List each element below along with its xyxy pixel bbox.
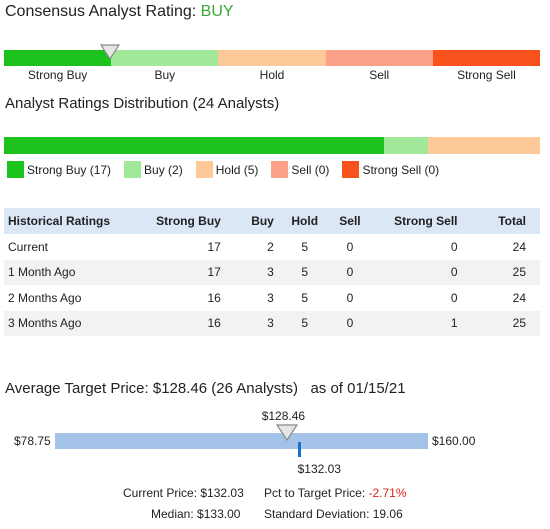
- distribution-legend: Strong Buy (17) Buy (2) Hold (5) Sell (0…: [7, 161, 452, 178]
- legend-label-buy: Buy (2): [144, 162, 183, 177]
- median-value: $133.00: [197, 507, 241, 521]
- table-row: 2 Months Ago 16 3 5 0 0 24: [4, 285, 540, 311]
- table-row: 1 Month Ago 17 3 5 0 0 25: [4, 259, 540, 285]
- legend-item-strong-buy: Strong Buy (17): [7, 161, 111, 178]
- distribution-title: Analyst Ratings Distribution (24 Analyst…: [5, 95, 280, 112]
- table-cell: 5: [301, 239, 309, 254]
- scale-label-hold: Hold: [259, 68, 285, 82]
- current-price-label: Current Price:: [123, 486, 198, 500]
- table-cell: 2 Months Ago: [8, 290, 82, 305]
- table-cell: 1 Month Ago: [4, 259, 138, 285]
- std-dev-label: Standard Deviation:: [264, 507, 370, 521]
- table-cell: 5: [281, 310, 328, 336]
- table-cell: Current: [8, 239, 49, 254]
- scale-label-buy: Buy: [154, 68, 176, 82]
- legend-item-buy: Buy (2): [124, 161, 183, 178]
- table-cell: 0: [450, 239, 458, 254]
- legend-item-strong-sell: Strong Sell (0): [342, 161, 439, 178]
- pct-to-target-stat: Pct to Target Price: -2.71%: [264, 486, 407, 500]
- table-cell: 17: [137, 259, 233, 285]
- table-row: Current 17 2 5 0 0 24: [4, 234, 540, 260]
- distribution-segment-buy: [383, 137, 429, 154]
- legend-item-hold: Hold (5): [195, 161, 259, 178]
- scale-segment-sell: [325, 50, 433, 66]
- legend-item-sell: Sell (0): [271, 161, 329, 178]
- table-cell: 5: [281, 259, 328, 285]
- table-cell: 5: [301, 290, 309, 305]
- target-current-label: $132.03: [297, 462, 341, 476]
- table-header-row: Historical Ratings Strong Buy Buy Hold S…: [4, 208, 540, 234]
- legend-label-strong-sell: Strong Sell (0): [362, 162, 440, 177]
- distribution-segment-strong-buy: [4, 137, 384, 154]
- column-header: Buy: [232, 208, 282, 234]
- scale-label-strong-buy: Strong Buy: [27, 68, 88, 82]
- median-label: Median:: [151, 507, 194, 521]
- table-row: 3 Months Ago 16 3 5 0 1 25: [4, 310, 540, 336]
- legend-swatch-strong-buy: [7, 161, 24, 178]
- consensus-scale-labels: Strong Buy Buy Hold Sell Strong Sell: [4, 68, 540, 82]
- std-dev-stat: Standard Deviation: 19.06: [264, 507, 403, 521]
- table-cell: 0: [346, 239, 354, 254]
- target-average-marker-icon: [276, 424, 298, 441]
- table-cell: 1: [372, 310, 468, 336]
- current-price-value: $132.03: [200, 486, 244, 500]
- scale-segment-strong-buy: [4, 50, 112, 66]
- target-range-bar: [55, 433, 428, 449]
- table-cell: 0: [346, 290, 354, 305]
- table-cell: 3: [232, 259, 282, 285]
- table-cell: 24: [512, 239, 526, 254]
- current-price-tick: [298, 442, 302, 457]
- table-cell: 0: [327, 259, 373, 285]
- scale-label-sell: Sell: [369, 68, 390, 82]
- table-cell: 24: [512, 290, 526, 305]
- table-cell: 16: [137, 310, 233, 336]
- pct-to-target-value: -2.71%: [368, 486, 407, 500]
- table-cell: 25: [467, 310, 540, 336]
- table-cell: 2: [267, 239, 274, 254]
- legend-swatch-strong-sell: [342, 161, 360, 178]
- table-cell: 3: [267, 290, 274, 305]
- table-cell: 3: [232, 310, 282, 336]
- consensus-title: Consensus Analyst Rating: BUY: [5, 3, 234, 21]
- table-cell: 0: [372, 259, 468, 285]
- consensus-label: Consensus Analyst Rating:: [5, 3, 197, 20]
- consensus-marker-icon: [100, 44, 120, 60]
- scale-segment-buy: [111, 50, 219, 66]
- std-dev-value: 19.06: [372, 507, 403, 521]
- legend-swatch-buy: [124, 161, 142, 178]
- scale-label-strong-sell: Strong Sell: [457, 68, 516, 82]
- consensus-scale-bar: [4, 50, 541, 66]
- target-price-title: Average Target Price: $128.46 (26 Analys…: [5, 380, 406, 397]
- distribution-bar: [4, 137, 540, 154]
- legend-label-strong-buy: Strong Buy (17): [27, 162, 112, 177]
- table-cell: 3 Months Ago: [4, 310, 138, 336]
- table-cell: 25: [467, 259, 540, 285]
- scale-segment-strong-sell: [432, 50, 541, 66]
- distribution-segment-hold: [428, 137, 540, 154]
- column-header: Hold: [281, 208, 328, 234]
- legend-label-hold: Hold (5): [215, 162, 259, 177]
- scale-segment-hold: [218, 50, 326, 66]
- target-high-label: $160.00: [432, 434, 476, 448]
- column-header: Historical Ratings: [4, 208, 138, 234]
- historical-ratings-table: Historical Ratings Strong Buy Buy Hold S…: [4, 208, 540, 336]
- table-cell: 0: [450, 290, 458, 305]
- legend-label-sell: Sell (0): [291, 162, 330, 177]
- column-header: Sell: [327, 208, 373, 234]
- column-header: Strong Buy: [137, 208, 233, 234]
- table-cell: 0: [327, 310, 373, 336]
- target-average-label: $128.46: [261, 409, 306, 423]
- pct-to-target-label: Pct to Target Price:: [264, 486, 366, 500]
- consensus-rating: BUY: [200, 3, 234, 20]
- table-cell: 17: [207, 239, 221, 254]
- legend-swatch-hold: [195, 161, 213, 178]
- column-header: Total: [467, 208, 540, 234]
- median-stat: Median: $133.00: [151, 507, 240, 521]
- current-price-stat: Current Price: $132.03: [123, 486, 244, 500]
- column-header: Strong Sell: [372, 208, 468, 234]
- target-low-label: $78.75: [14, 434, 51, 448]
- legend-swatch-sell: [271, 161, 289, 178]
- table-cell: 16: [207, 290, 221, 305]
